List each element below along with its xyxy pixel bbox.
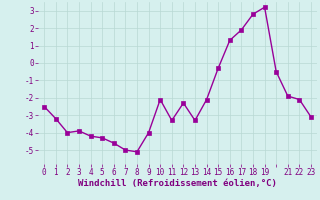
X-axis label: Windchill (Refroidissement éolien,°C): Windchill (Refroidissement éolien,°C): [78, 179, 277, 188]
